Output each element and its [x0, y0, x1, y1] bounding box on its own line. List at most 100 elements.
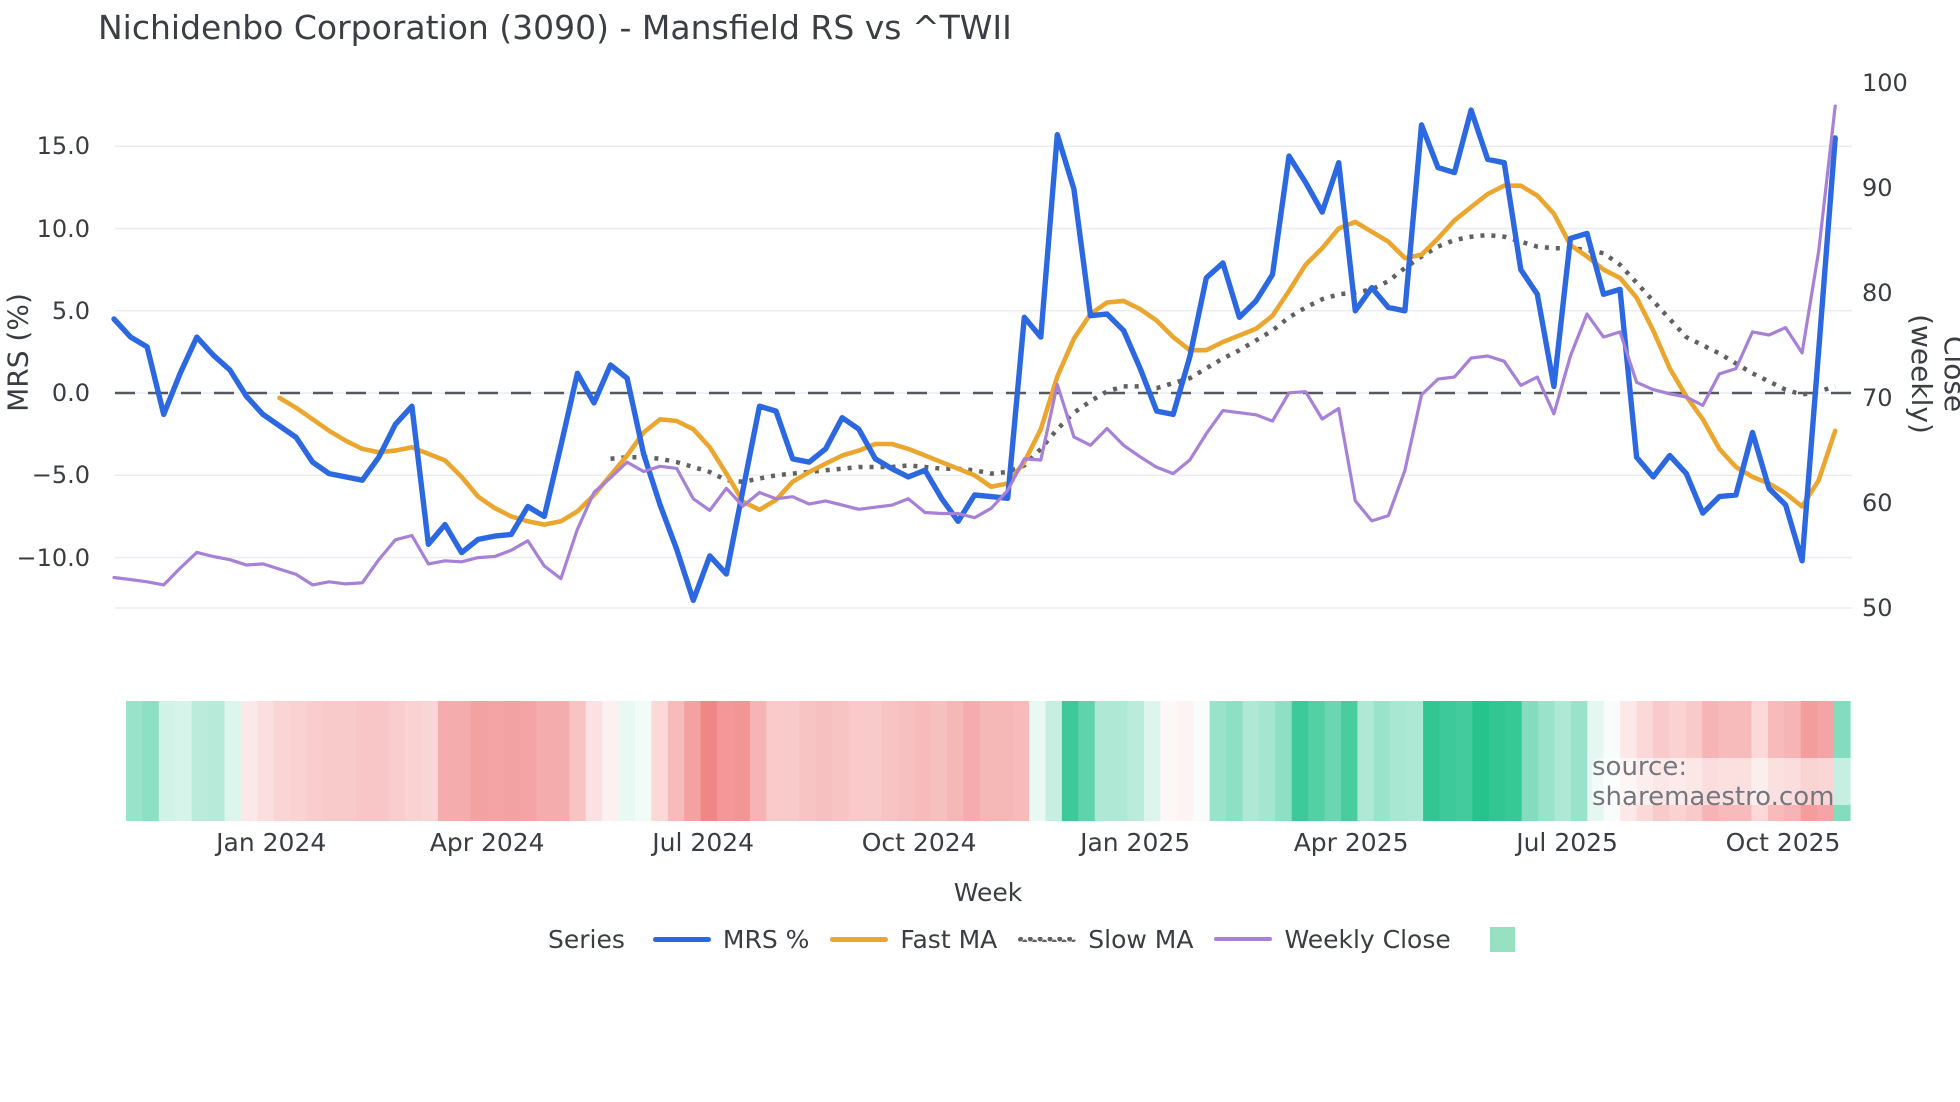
heat-cell — [766, 701, 784, 821]
y-right-tick-label: 100 — [1862, 69, 1908, 97]
heat-cell — [552, 701, 570, 821]
heat-cell — [1505, 701, 1523, 821]
heat-cell — [1538, 701, 1556, 821]
heat-cell — [749, 701, 767, 821]
heat-cell — [306, 701, 324, 821]
heat-cell — [1472, 701, 1490, 821]
heat-cell — [1324, 701, 1342, 821]
heat-cell — [224, 701, 242, 821]
heat-cell — [1488, 701, 1506, 821]
fast-ma-line — [277, 183, 1838, 527]
heatmap-swatch-icon — [1489, 926, 1515, 952]
heat-cell — [257, 701, 275, 821]
chart-title: Nichidenbo Corporation (3090) - Mansfiel… — [98, 8, 1012, 47]
heat-cell — [1012, 701, 1030, 821]
heat-cell — [832, 701, 850, 821]
y-left-tick-label: 0.0 — [51, 379, 90, 407]
heat-cell — [667, 701, 685, 821]
heat-cell — [897, 701, 915, 821]
heat-cell — [602, 701, 620, 821]
heat-cell — [1308, 701, 1326, 821]
heat-cell — [1373, 701, 1391, 821]
y-right-tick-label: 90 — [1862, 174, 1893, 202]
heat-cell — [1029, 701, 1047, 821]
heat-cell — [848, 701, 866, 821]
weekly-close-line-swatch-icon — [1214, 937, 1273, 941]
heat-cell — [1341, 701, 1359, 821]
legend-label-slow-ma: Slow MA — [1088, 924, 1194, 954]
heat-cell — [1275, 701, 1293, 821]
y-left-tick-label: 10.0 — [36, 214, 90, 243]
heat-cell — [963, 701, 981, 821]
weekly-close-line — [112, 104, 1837, 587]
heat-cell — [1193, 701, 1211, 821]
heat-cell — [1094, 701, 1112, 821]
x-tick-label: Jul 2024 — [652, 828, 755, 857]
y-left-tick-label: 5.0 — [51, 296, 90, 325]
heat-cell — [405, 701, 423, 821]
heat-cell — [273, 701, 291, 821]
heat-cell — [914, 701, 932, 821]
heat-cell — [1176, 701, 1194, 821]
mrs-line — [111, 107, 1838, 603]
heat-cell — [881, 701, 899, 821]
heat-cell — [569, 701, 587, 821]
heat-cell — [782, 701, 800, 821]
heat-cell — [1242, 701, 1260, 821]
legend-label-fast-ma: Fast MA — [900, 924, 998, 954]
legend-label-mrs: MRS % — [722, 924, 810, 954]
x-axis-title: Week — [953, 878, 1023, 907]
y-left-tick-label: −5.0 — [31, 461, 90, 490]
heat-cell — [339, 701, 357, 821]
heat-cell — [158, 701, 176, 821]
source-watermark: source: sharemaestro.com — [1592, 752, 1940, 812]
heat-cell — [355, 701, 373, 821]
x-tick-label: Apr 2025 — [1293, 828, 1409, 857]
heat-cell — [1160, 701, 1178, 821]
y-left-tick-label: −10.0 — [16, 543, 90, 572]
heat-cell — [142, 701, 160, 821]
legend-item-weekly-close: Weekly Close — [1214, 924, 1451, 954]
heat-cell — [700, 701, 718, 821]
heat-cell — [126, 701, 144, 821]
heat-cell — [634, 701, 653, 821]
fast-ma-line-swatch-icon — [830, 936, 889, 942]
heat-cell — [946, 701, 964, 821]
heat-cell — [487, 701, 505, 821]
heat-cell — [618, 701, 636, 821]
y-right-tick-label: 70 — [1862, 384, 1893, 412]
x-tick-label: Oct 2025 — [1725, 828, 1841, 857]
x-tick-label: Apr 2024 — [429, 828, 545, 857]
x-tick-label: Jan 2025 — [1080, 828, 1191, 857]
x-tick-label: Jul 2025 — [1516, 828, 1618, 857]
heat-cell — [191, 701, 209, 821]
heat-cell — [1423, 701, 1441, 821]
source-watermark-text: source: sharemaestro.com — [1592, 751, 1835, 812]
heat-cell — [208, 701, 226, 821]
y-right-tick-label: 80 — [1862, 279, 1893, 307]
heat-cell — [1291, 701, 1309, 821]
legend-title: Series — [548, 924, 625, 954]
heat-cell — [1455, 701, 1473, 821]
x-tick-label: Jan 2024 — [216, 828, 327, 857]
heat-cell — [930, 701, 948, 821]
heat-cell — [1209, 701, 1227, 821]
y-axis-right-title: Close (weekly) — [1905, 314, 1960, 434]
slow-ma-line-swatch-icon — [1018, 936, 1077, 942]
heat-cell — [1127, 701, 1145, 821]
heat-cell — [979, 701, 997, 821]
heat-cell — [684, 701, 702, 821]
legend-item-slow-ma: Slow MA — [1018, 925, 1193, 954]
heat-cell — [323, 701, 341, 821]
heat-cell — [372, 701, 390, 821]
y-left-tick-label: 15.0 — [36, 132, 90, 161]
mrs-line-swatch-icon — [652, 936, 711, 942]
x-tick-label: Oct 2024 — [861, 828, 977, 857]
heat-cell — [175, 701, 193, 821]
legend-label-weekly-close: Weekly Close — [1284, 924, 1451, 954]
heat-cell — [536, 701, 554, 821]
heat-cell — [1521, 701, 1539, 821]
heat-cell — [470, 701, 488, 821]
